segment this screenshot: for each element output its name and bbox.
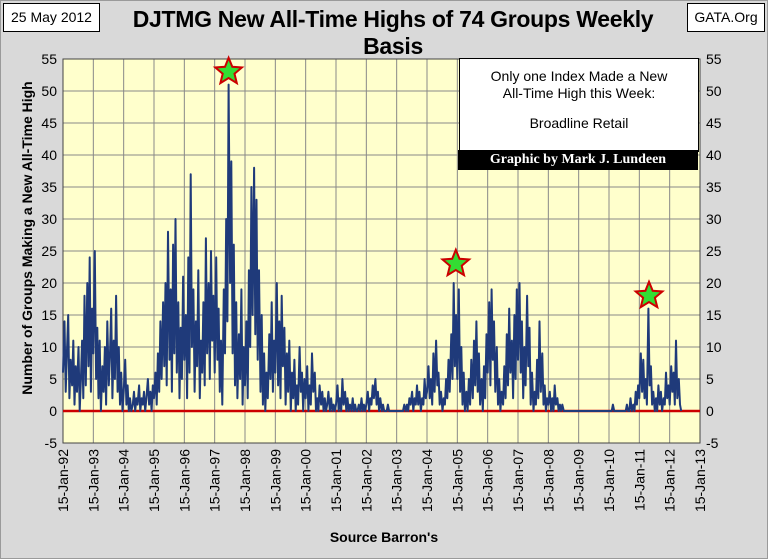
y-tick-label-right: 55 xyxy=(706,51,722,67)
plot-border xyxy=(62,58,701,444)
series-line xyxy=(62,83,683,412)
x-tick-label: 15-Jan-95 xyxy=(146,449,162,512)
y-tick-label-right: 45 xyxy=(706,115,722,131)
date-label: 25 May 2012 xyxy=(3,3,100,32)
y-tick-label-right: 5 xyxy=(706,371,714,387)
x-tick-label: 15-Jan-00 xyxy=(298,449,314,512)
y-tick-label-right: 0 xyxy=(706,403,714,419)
y-tick-label-left: 40 xyxy=(41,147,57,163)
annotation-line-3: Broadline Retail xyxy=(529,115,629,131)
x-tick-label: 15-Jan-13 xyxy=(692,449,708,512)
annotation-box: Only one Index Made a New All-Time High … xyxy=(459,58,699,152)
y-tick-label-right: 50 xyxy=(706,83,722,99)
chart-title: DJTMG New All-Time Highs of 74 Groups We… xyxy=(132,6,654,59)
x-tick-label: 15-Jan-01 xyxy=(328,449,344,512)
y-tick-label-left: 35 xyxy=(41,179,57,195)
y-tick-label-right: 25 xyxy=(706,243,722,259)
y-tick-label-right: 15 xyxy=(706,307,722,323)
y-tick-label-right: 10 xyxy=(706,339,722,355)
y-tick-label-right: 35 xyxy=(706,179,722,195)
y-tick-label-right: 30 xyxy=(706,211,722,227)
x-tick-label: 15-Jan-02 xyxy=(358,449,374,512)
annotation-line-1: Only one Index Made a New xyxy=(490,68,668,84)
x-tick-label: 15-Jan-96 xyxy=(176,449,192,512)
y-tick-label-left: 55 xyxy=(41,51,57,67)
y-tick-label-left: 0 xyxy=(49,403,57,419)
x-tick-label: 15-Jan-93 xyxy=(85,449,101,512)
y-tick-label-right: -5 xyxy=(706,435,719,451)
x-tick-label: 15-Jan-99 xyxy=(267,449,283,512)
y-tick-label-left: 25 xyxy=(41,243,57,259)
x-tick-label: 15-Jan-97 xyxy=(207,449,223,512)
x-tick-label: 15-Jan-10 xyxy=(601,449,617,512)
x-tick-label: 15-Jan-04 xyxy=(419,449,435,512)
star-marker xyxy=(439,247,472,278)
y-tick-label-left: 10 xyxy=(41,339,57,355)
x-tick-label: 15-Jan-12 xyxy=(662,449,678,512)
y-tick-label-left: 5 xyxy=(49,371,57,387)
x-tick-label: 15-Jan-05 xyxy=(449,449,465,512)
x-tick-label: 15-Jan-09 xyxy=(571,449,587,512)
y-tick-label-right: 20 xyxy=(706,275,722,291)
x-tick-label: 15-Jan-92 xyxy=(55,449,71,512)
annotation-line-2: All-Time High this Week: xyxy=(502,85,656,101)
site-label: GATA.Org xyxy=(687,3,765,32)
x-tick-label: 15-Jan-08 xyxy=(540,449,556,512)
x-axis-label: Source Barron's xyxy=(329,529,439,545)
x-tick-label: 15-Jan-98 xyxy=(237,449,253,512)
x-tick-label: 15-Jan-03 xyxy=(389,449,405,512)
x-tick-label: 15-Jan-06 xyxy=(480,449,496,512)
y-tick-label-left: 20 xyxy=(41,275,57,291)
y-tick-label-left: -5 xyxy=(45,435,58,451)
y-tick-label-right: 40 xyxy=(706,147,722,163)
star-marker xyxy=(633,279,665,310)
y-tick-label-left: 50 xyxy=(41,83,57,99)
x-tick-label: 15-Jan-07 xyxy=(510,449,526,512)
x-tick-label: 15-Jan-94 xyxy=(116,449,132,512)
y-tick-label-left: 30 xyxy=(41,211,57,227)
star-marker xyxy=(212,55,245,86)
y-tick-label-left: 45 xyxy=(41,115,57,131)
y-tick-label-left: 15 xyxy=(41,307,57,323)
x-tick-label: 15-Jan-11 xyxy=(631,449,647,511)
credit-banner: Graphic by Mark J. Lundeen xyxy=(458,150,698,170)
